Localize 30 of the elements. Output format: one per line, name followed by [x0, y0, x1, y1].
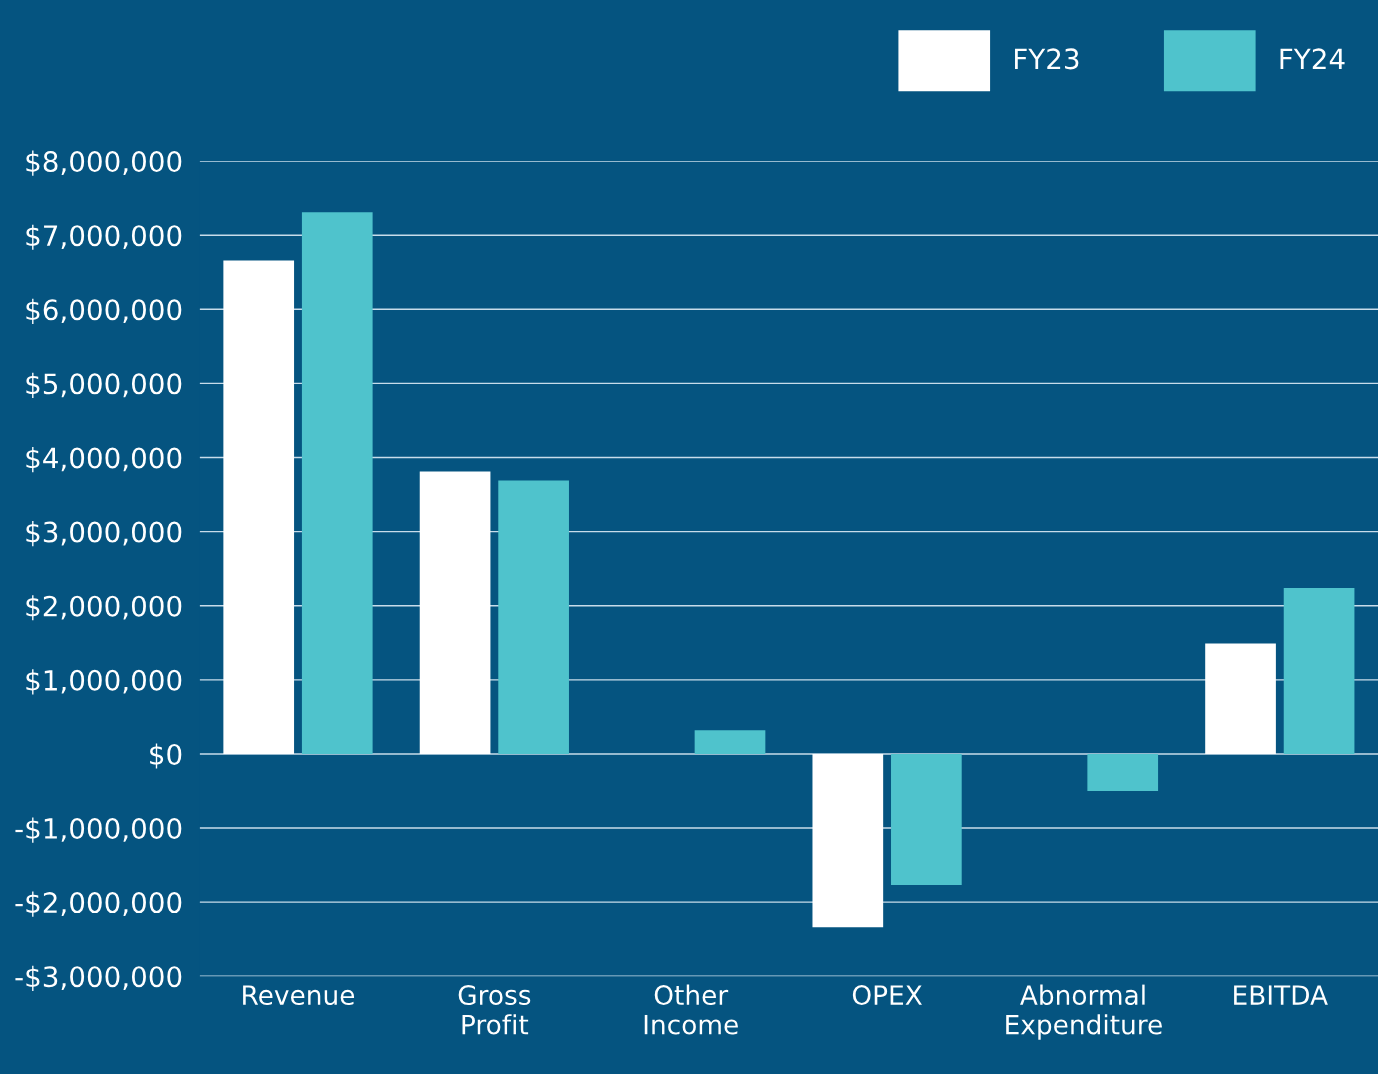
y-tick-label: -$2,000,000 — [15, 891, 182, 917]
y-tick-label: $1,000,000 — [26, 669, 182, 695]
y-tick-label: $3,000,000 — [26, 521, 182, 547]
legend-label: FY24 — [1280, 48, 1345, 69]
bar — [223, 260, 295, 754]
bar — [1087, 753, 1159, 791]
y-tick-label: $0 — [150, 743, 182, 769]
y-tick-label: $2,000,000 — [26, 595, 182, 621]
bar — [1283, 587, 1355, 754]
x-tick-label: Abnormal Expenditure — [1006, 984, 1162, 1040]
x-tick-label: Other Income — [644, 984, 738, 1035]
y-tick-label: $4,000,000 — [26, 446, 182, 473]
bar — [694, 730, 766, 754]
bar — [419, 471, 491, 754]
y-tick-label: -$3,000,000 — [15, 965, 182, 991]
bar — [1205, 643, 1276, 754]
y-tick-label: $8,000,000 — [26, 150, 182, 176]
y-tick-label: $5,000,000 — [26, 372, 182, 399]
y-tick-label: $6,000,000 — [26, 298, 182, 324]
x-tick-label: EBITDA — [1234, 985, 1328, 1005]
x-tick-label: Gross Profit — [458, 985, 531, 1035]
bar — [498, 480, 569, 754]
bar — [812, 753, 884, 928]
x-tick-label: OPEX — [852, 985, 922, 1006]
y-tick-label: $7,000,000 — [26, 224, 182, 250]
bar — [891, 753, 962, 886]
x-tick-label: Revenue — [243, 985, 355, 1006]
legend-label: FY23 — [1015, 48, 1079, 70]
bar — [301, 212, 373, 754]
y-tick-label: -$1,000,000 — [15, 817, 182, 843]
